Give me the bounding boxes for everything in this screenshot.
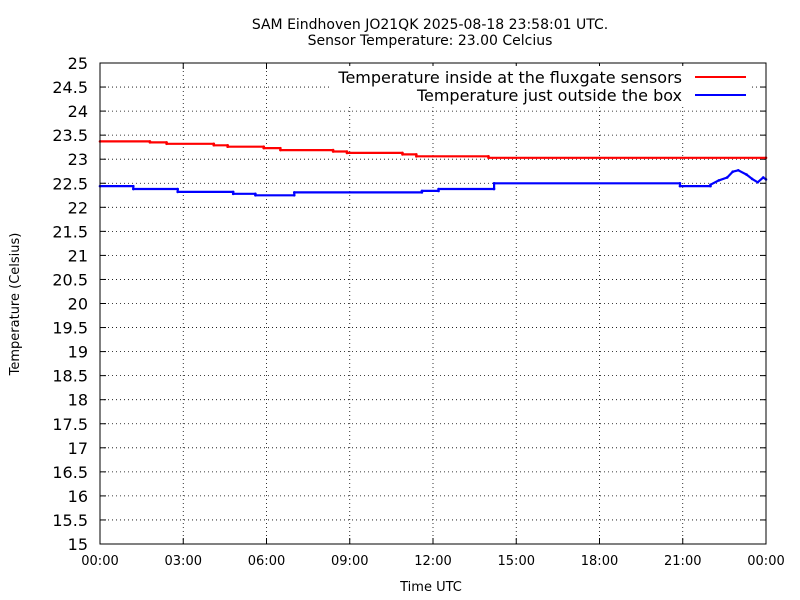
grid-lines (100, 63, 766, 544)
y-tick-label: 18.5 (52, 367, 88, 386)
y-tick-label: 23 (68, 150, 88, 169)
series-point-1 (750, 177, 754, 181)
y-tick-label: 24 (68, 102, 88, 121)
y-tick-label: 15.5 (52, 511, 88, 530)
y-tick-label: 23.5 (52, 126, 88, 145)
legend-background (330, 66, 750, 104)
series-point-0 (487, 156, 490, 160)
series-point-1 (725, 176, 729, 179)
series-point-1 (292, 191, 296, 194)
series-point-1 (176, 190, 179, 194)
series-point-1 (731, 170, 734, 174)
series-point-0 (212, 143, 216, 147)
y-tick-label: 15 (68, 535, 88, 554)
series-point-0 (262, 146, 266, 150)
y-tick-label: 21.5 (52, 222, 88, 241)
chart-title: SAM Eindhoven JO21QK 2025-08-18 23:58:01… (252, 17, 608, 33)
series-point-1 (717, 179, 721, 182)
series-point-0 (415, 153, 418, 156)
series-point-1 (420, 189, 424, 193)
series-point-1 (132, 187, 135, 191)
x-axis-ticks: 00:00 03:00 06:00 09:00 12:00 15:00 18:00 21:00… (81, 63, 785, 569)
y-tick-label: 21 (68, 246, 88, 265)
legend-label-outside: Temperature just outside the box (416, 86, 682, 105)
series-line-1 (100, 169, 767, 197)
series-point-1 (678, 181, 682, 185)
y-tick-label: 19.5 (52, 319, 88, 338)
series-point-1 (492, 181, 496, 185)
chart-subtitle: Sensor Temperature: 23.00 Celcius (308, 33, 553, 49)
series-point-1 (231, 190, 235, 194)
legend-label-inside: Temperature inside at the fluxgate senso… (337, 68, 682, 87)
x-axis-label: Time UTC (399, 580, 462, 595)
series-point-0 (279, 146, 282, 150)
series-point-0 (148, 141, 152, 144)
y-tick-label: 19 (68, 343, 88, 362)
x-tick-label: 18:00 (581, 554, 618, 569)
series-point-1 (437, 189, 440, 193)
y-tick-label: 24.5 (52, 78, 88, 97)
series-point-1 (756, 180, 759, 184)
series-point-1 (176, 187, 179, 191)
x-tick-label: 06:00 (248, 554, 285, 569)
y-tick-label: 20 (68, 295, 88, 314)
x-tick-label: 03:00 (165, 554, 202, 569)
y-tick-label: 17.5 (52, 415, 88, 434)
series-point-0 (165, 142, 168, 146)
series-lines (98, 140, 768, 197)
series-point-0 (226, 145, 229, 148)
series-point-1 (292, 193, 296, 197)
y-tick-label: 17 (68, 439, 88, 458)
x-tick-label: 12:00 (414, 554, 451, 569)
series-point-1 (231, 192, 235, 196)
x-tick-label: 21:00 (664, 554, 701, 569)
y-axis-label: Temperature (Celsius) (8, 233, 23, 377)
series-point-1 (132, 184, 135, 188)
series-point-0 (279, 148, 282, 152)
y-axis-ticks: 25 24.5 24 23.5 23 22.5 22 21.5 21 20.5 20 19.5 19 18… (52, 54, 766, 554)
series-point-0 (345, 151, 349, 155)
x-tick-label: 15:00 (498, 554, 535, 569)
y-tick-label: 22 (68, 198, 88, 217)
plot-frame (99, 62, 767, 545)
series-point-1 (761, 176, 765, 179)
series-point-1 (745, 173, 748, 176)
y-tick-label: 25 (68, 54, 88, 73)
series-point-1 (709, 183, 712, 186)
x-tick-label: 09:00 (331, 554, 368, 569)
series-point-1 (254, 193, 257, 197)
series-point-1 (736, 168, 740, 172)
series-point-1 (678, 184, 682, 188)
series-point-1 (492, 187, 496, 191)
x-tick-label: 00:00 (81, 554, 118, 569)
series-point-0 (331, 150, 335, 153)
y-tick-label: 16.5 (52, 463, 88, 482)
y-tick-label: 22.5 (52, 174, 88, 193)
series-point-0 (415, 155, 418, 158)
y-tick-label: 20.5 (52, 270, 88, 289)
series-point-0 (401, 153, 404, 156)
series-point-1 (437, 187, 440, 191)
y-tick-label: 18 (68, 391, 88, 410)
y-tick-label: 16 (68, 487, 88, 506)
x-tick-label: 00:00 (747, 554, 784, 569)
